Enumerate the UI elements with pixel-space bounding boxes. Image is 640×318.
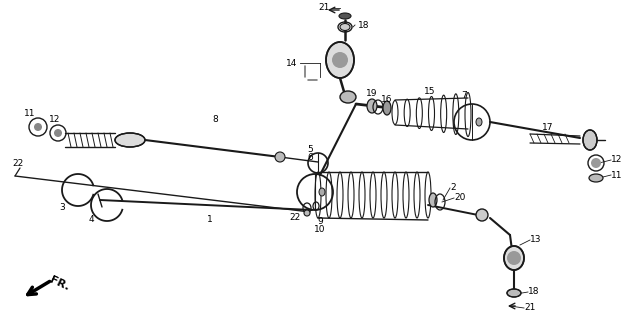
Ellipse shape <box>583 130 597 150</box>
Ellipse shape <box>367 99 377 113</box>
Text: 22: 22 <box>289 213 301 223</box>
Text: 17: 17 <box>542 123 554 133</box>
Circle shape <box>34 123 42 131</box>
Ellipse shape <box>429 193 437 207</box>
Text: 11: 11 <box>611 170 623 179</box>
Text: 6: 6 <box>307 154 313 162</box>
Text: FR.: FR. <box>48 275 71 293</box>
Text: 20: 20 <box>454 193 465 203</box>
Text: 12: 12 <box>49 115 61 125</box>
Text: 12: 12 <box>611 156 622 164</box>
Ellipse shape <box>476 209 488 221</box>
Text: 18: 18 <box>528 287 540 296</box>
Text: 22: 22 <box>12 158 23 168</box>
Circle shape <box>332 52 348 68</box>
Text: 16: 16 <box>381 94 393 103</box>
Ellipse shape <box>340 24 350 31</box>
Ellipse shape <box>476 118 482 126</box>
Ellipse shape <box>304 210 310 216</box>
Ellipse shape <box>383 101 391 115</box>
Circle shape <box>54 129 62 137</box>
Text: 2: 2 <box>450 183 456 192</box>
Text: 19: 19 <box>366 88 378 98</box>
Text: 3: 3 <box>59 203 65 211</box>
Text: 21: 21 <box>524 303 536 313</box>
Text: 18: 18 <box>358 20 369 30</box>
Ellipse shape <box>326 42 354 78</box>
Text: 7: 7 <box>461 91 467 100</box>
Text: 8: 8 <box>212 115 218 125</box>
Text: 13: 13 <box>530 236 541 245</box>
Ellipse shape <box>589 174 603 182</box>
Text: 21: 21 <box>319 3 330 12</box>
Text: 9: 9 <box>317 218 323 226</box>
Ellipse shape <box>340 91 356 103</box>
Text: 14: 14 <box>285 59 297 67</box>
Text: 5: 5 <box>307 146 313 155</box>
Ellipse shape <box>507 289 521 297</box>
Ellipse shape <box>339 13 351 19</box>
Text: 15: 15 <box>424 87 436 96</box>
Text: 11: 11 <box>24 109 36 119</box>
Circle shape <box>591 158 601 168</box>
Ellipse shape <box>115 133 145 147</box>
Ellipse shape <box>319 188 325 196</box>
Circle shape <box>275 152 285 162</box>
Circle shape <box>507 251 521 265</box>
Ellipse shape <box>504 246 524 270</box>
Text: 1: 1 <box>207 216 213 225</box>
Text: 4: 4 <box>88 216 94 225</box>
Text: 10: 10 <box>314 225 326 234</box>
